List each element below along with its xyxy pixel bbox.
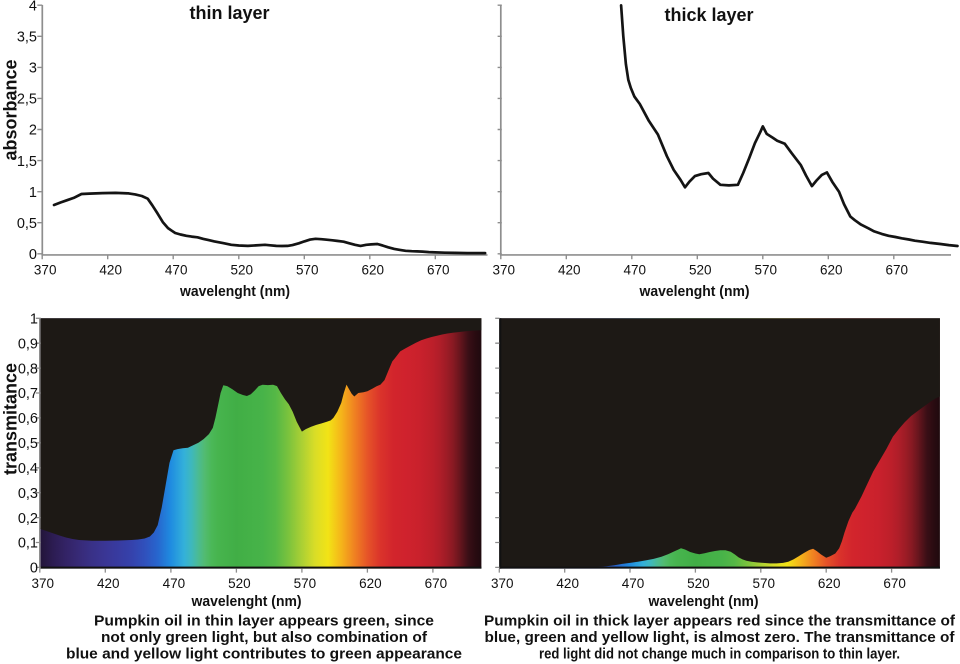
svg-text:520: 520	[228, 576, 251, 591]
svg-text:thick layer: thick layer	[664, 5, 753, 25]
svg-text:470: 470	[622, 576, 645, 591]
svg-text:420: 420	[558, 263, 581, 278]
svg-text:3: 3	[29, 61, 37, 77]
svg-text:570: 570	[296, 263, 319, 278]
svg-text:620: 620	[818, 576, 841, 591]
svg-text:620: 620	[362, 263, 385, 278]
svg-text:620: 620	[359, 576, 382, 591]
svg-text:Pumpkin oil in thin layer appe: Pumpkin oil in thin layer appears green,…	[94, 613, 434, 630]
svg-text:wavelenght (nm): wavelenght (nm)	[639, 284, 750, 300]
svg-text:470: 470	[624, 263, 647, 278]
svg-text:1: 1	[30, 312, 38, 328]
svg-text:1,5: 1,5	[17, 154, 37, 170]
svg-text:570: 570	[753, 576, 776, 591]
svg-text:Pumpkin oil in thick layer app: Pumpkin oil in thick layer appears red s…	[484, 613, 956, 630]
svg-text:2: 2	[29, 123, 37, 139]
svg-text:370: 370	[34, 263, 57, 278]
svg-text:2,5: 2,5	[17, 92, 37, 108]
svg-text:620: 620	[820, 263, 843, 278]
svg-text:420: 420	[556, 576, 579, 591]
svg-text:0: 0	[29, 247, 37, 263]
svg-text:transmitance: transmitance	[1, 363, 21, 475]
svg-text:0,5: 0,5	[17, 216, 37, 232]
svg-text:red light did not change much: red light did not change much in compari…	[539, 646, 900, 663]
svg-text:470: 470	[165, 263, 188, 278]
svg-text:670: 670	[886, 263, 909, 278]
svg-text:0,2: 0,2	[18, 511, 38, 527]
svg-text:520: 520	[231, 263, 254, 278]
svg-text:not only green light, but also: not only green light, but also combinati…	[101, 629, 428, 646]
svg-text:0,9: 0,9	[18, 336, 38, 352]
svg-text:4: 4	[29, 0, 37, 14]
svg-text:470: 470	[163, 576, 186, 591]
svg-text:0: 0	[30, 561, 38, 577]
svg-text:wavelenght (nm): wavelenght (nm)	[648, 594, 759, 610]
svg-text:420: 420	[99, 263, 122, 278]
svg-text:370: 370	[493, 263, 516, 278]
svg-text:420: 420	[97, 576, 120, 591]
svg-text:0,3: 0,3	[18, 486, 38, 502]
svg-text:570: 570	[755, 263, 778, 278]
svg-text:blue and yellow light contribu: blue and yellow light contributes to gre…	[66, 646, 462, 663]
svg-text:wavelenght (nm): wavelenght (nm)	[191, 594, 302, 610]
svg-text:0,8: 0,8	[18, 361, 38, 377]
svg-text:0,7: 0,7	[18, 386, 38, 402]
svg-text:1: 1	[29, 185, 37, 201]
svg-text:370: 370	[32, 576, 55, 591]
svg-text:blue, green and yellow light,: blue, green and yellow light, is almost …	[485, 629, 956, 646]
svg-text:670: 670	[883, 576, 906, 591]
svg-text:670: 670	[425, 576, 448, 591]
svg-text:370: 370	[491, 576, 514, 591]
svg-text:absorbance: absorbance	[1, 59, 21, 160]
svg-text:520: 520	[687, 576, 710, 591]
svg-text:570: 570	[294, 576, 317, 591]
svg-text:520: 520	[689, 263, 712, 278]
svg-text:thin layer: thin layer	[189, 3, 269, 23]
svg-text:0,5: 0,5	[18, 436, 38, 452]
svg-text:wavelenght (nm): wavelenght (nm)	[179, 284, 290, 300]
svg-text:0,6: 0,6	[18, 411, 38, 427]
svg-text:0,1: 0,1	[18, 536, 38, 552]
svg-text:0,4: 0,4	[18, 461, 38, 477]
svg-text:670: 670	[427, 263, 450, 278]
svg-text:3,5: 3,5	[17, 30, 37, 46]
